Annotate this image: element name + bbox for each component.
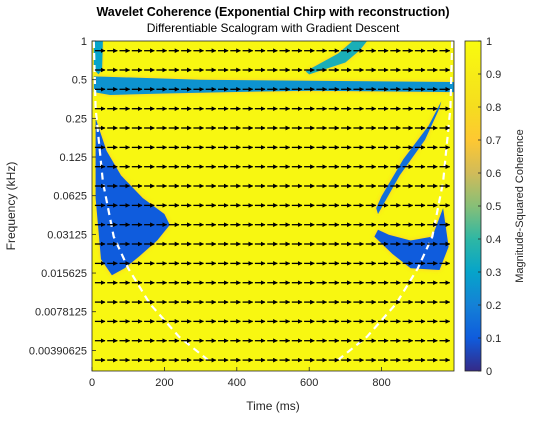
y-tick-label: 0.25	[66, 113, 87, 125]
y-tick-label: 0.03125	[47, 229, 87, 241]
colorbar-tick-label: 1	[486, 36, 492, 48]
x-tick-label: 0	[89, 377, 95, 389]
chart-subtitle: Differentiable Scalogram with Gradient D…	[147, 21, 400, 35]
phase-arrows	[94, 48, 451, 363]
y-tick-label: 0.5	[72, 75, 87, 87]
x-tick-label: 600	[300, 377, 318, 389]
plot-area	[92, 41, 454, 371]
y-tick-label: 0.125	[59, 152, 87, 164]
colorbar: 0 0.1 0.2 0.3 0.4 0.5 0.6 0.7 0.8 0.9 1 Magnitude-…	[464, 36, 526, 378]
top-right-arc-region	[305, 41, 368, 75]
y-tick-label: 1	[81, 36, 87, 48]
x-axis-label: Time (ms)	[246, 399, 300, 413]
y-tick-label: 0.015625	[41, 268, 87, 280]
y-tick-label: 0.0625	[53, 191, 87, 203]
x-tick-label: 200	[155, 377, 173, 389]
x-tick-label: 800	[372, 377, 390, 389]
colorbar-tick-label: 0.3	[486, 267, 501, 279]
colorbar-tick-label: 0	[486, 366, 492, 378]
chart-title: Wavelet Coherence (Exponential Chirp wit…	[96, 5, 449, 19]
colorbar-tick-label: 0.8	[486, 102, 501, 114]
x-tick-label: 400	[228, 377, 246, 389]
y-tick-label: 0.00390625	[29, 345, 87, 357]
colorbar-tick-label: 0.2	[486, 300, 501, 312]
y-tick-label: 0.0078125	[35, 307, 87, 319]
colorbar-tick-label: 0.5	[486, 201, 501, 213]
y-axis-label: Frequency (kHz)	[4, 162, 18, 251]
colorbar-tick-label: 0.7	[486, 135, 501, 147]
y-axis: 1 0.5 0.25 0.125 0.0625 0.03125 0.015625 0.0078…	[29, 36, 96, 357]
colorbar-tick-label: 0.1	[486, 333, 501, 345]
colorbar-tick-label: 0.4	[486, 234, 501, 246]
colorbar-tick-label: 0.6	[486, 168, 501, 180]
right-lobe-region	[374, 208, 449, 270]
top-left-spikes-region	[93, 41, 103, 75]
plot-frame	[91, 40, 455, 372]
colorbar-ticks: 0 0.1 0.2 0.3 0.4 0.5 0.6 0.7 0.8 0.9 1	[478, 36, 501, 378]
x-axis: 0 200 400 600 800	[89, 367, 391, 389]
colorbar-label: Magnitude-Squared Coherence	[514, 129, 526, 283]
colorbar-tick-label: 0.9	[486, 69, 501, 81]
